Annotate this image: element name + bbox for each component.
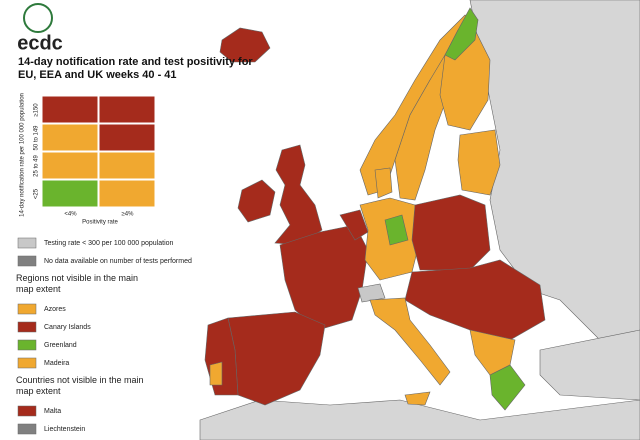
logo: ecdc (17, 32, 63, 54)
legend-swatch (17, 405, 37, 417)
poland-czechia (411, 194, 491, 271)
legend-label: Madeira (44, 360, 69, 367)
title: 14-day notification rate and test positi… (18, 56, 253, 81)
legend-heading: Regions not visible in the main map exte… (16, 273, 139, 294)
sicily (404, 391, 431, 406)
matrix-row-label: <25 (34, 188, 40, 199)
matrix-cell (41, 95, 99, 124)
matrix-cell (41, 151, 99, 180)
legend: Testing rate < 300 per 100 000 populatio… (16, 237, 192, 435)
matrix-cell (41, 123, 99, 152)
matrix-cell (98, 95, 156, 124)
legend-swatch (17, 423, 37, 435)
sweden (394, 54, 451, 201)
legend-label: No data available on number of tests per… (44, 258, 192, 265)
legend-heading-box: Countries not visible in the main map ex… (16, 375, 144, 396)
legend-heading: Countries not visible in the main map ex… (16, 375, 144, 396)
legend-label: Azores (44, 306, 66, 313)
legend-label: Testing rate < 300 per 100 000 populatio… (44, 240, 174, 247)
portugal-region (209, 361, 223, 386)
legend-heading-box: Regions not visible in the main map exte… (16, 273, 139, 294)
france (279, 224, 369, 331)
iceland (219, 27, 271, 63)
legend-swatch (17, 303, 37, 315)
switzerland (357, 283, 386, 303)
finland-north (444, 7, 479, 61)
matrix-cell (98, 151, 156, 180)
logo-globe (23, 3, 53, 33)
matrix-cell (98, 179, 156, 208)
baltics (457, 129, 501, 196)
header: ecdc 14-day notification rate and test p… (17, 3, 253, 81)
matrix-cell (41, 179, 99, 208)
central-east (404, 259, 546, 341)
legend-swatch (17, 357, 37, 369)
ireland (237, 179, 276, 223)
matrix-cell (98, 123, 156, 152)
matrix-col-label: ≥4% (122, 212, 135, 218)
legend-label: Liechtenstein (44, 426, 85, 433)
legend-swatch (17, 255, 37, 267)
legend-label: Greenland (44, 342, 77, 349)
legend-swatch (17, 237, 37, 249)
denmark (374, 167, 393, 199)
turkey (539, 329, 640, 401)
matrix-y-title: 14-day notification rate per 100 000 pop… (20, 93, 26, 217)
matrix: 14-day notification rate per 100 000 pop… (20, 93, 156, 226)
north-africa (199, 399, 640, 440)
matrix-row-label: ≥150 (34, 103, 40, 117)
italy (369, 297, 451, 386)
legend-label: Malta (44, 408, 61, 415)
title-box: 14-day notification rate and test positi… (18, 56, 253, 81)
germany-region (384, 214, 409, 246)
legend-label: Canary Islands (44, 324, 91, 331)
matrix-col-label: <4% (64, 212, 77, 218)
legend-swatch (17, 339, 37, 351)
greece (489, 364, 526, 411)
matrix-x-title: Positivity rate (82, 220, 118, 226)
legend-swatch (17, 321, 37, 333)
matrix-row-label: 25 to 49 (34, 154, 40, 176)
matrix-row-label: 50 to 149 (34, 125, 40, 151)
